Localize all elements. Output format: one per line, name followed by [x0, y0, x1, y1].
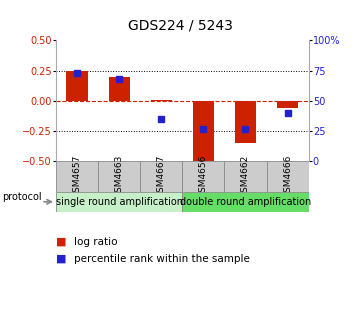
Text: GDS224 / 5243: GDS224 / 5243	[128, 18, 233, 32]
Text: log ratio: log ratio	[74, 237, 117, 247]
Text: GSM4667: GSM4667	[157, 155, 166, 198]
Bar	[66, 71, 87, 101]
Bar	[109, 77, 130, 101]
Text: single round amplification: single round amplification	[56, 197, 183, 207]
Bar	[193, 101, 214, 164]
Text: double round amplification: double round amplification	[180, 197, 311, 207]
Text: ■: ■	[56, 254, 66, 264]
Text: GSM4666: GSM4666	[283, 155, 292, 198]
Bar	[182, 192, 309, 212]
Text: GSM4657: GSM4657	[73, 155, 82, 198]
Bar	[225, 161, 266, 192]
Bar	[277, 101, 298, 108]
Bar	[98, 161, 140, 192]
Bar	[182, 161, 225, 192]
Bar	[56, 192, 182, 212]
Bar	[140, 161, 182, 192]
Text: percentile rank within the sample: percentile rank within the sample	[74, 254, 250, 264]
Bar	[151, 99, 172, 101]
Text: ■: ■	[56, 237, 66, 247]
Text: GSM4656: GSM4656	[199, 155, 208, 198]
Text: GSM4662: GSM4662	[241, 155, 250, 198]
Bar	[56, 161, 98, 192]
Bar	[266, 161, 309, 192]
Text: protocol: protocol	[2, 192, 42, 202]
Bar	[235, 101, 256, 143]
Text: GSM4663: GSM4663	[115, 155, 123, 198]
